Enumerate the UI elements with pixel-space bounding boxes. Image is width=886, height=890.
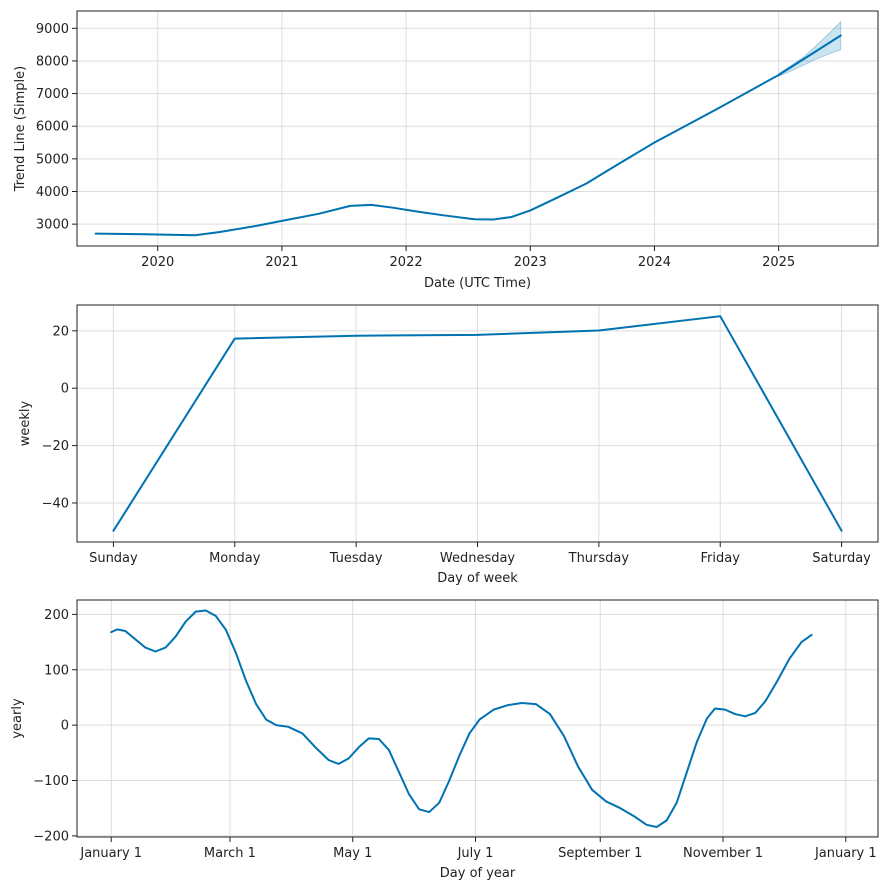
y-tick-label: −20	[42, 439, 69, 454]
y-tick-label: 200	[44, 608, 69, 623]
x-tick-label: 2022	[390, 255, 423, 270]
y-tick-label: −200	[33, 829, 69, 844]
y-axis-label: weekly	[18, 400, 33, 446]
x-tick-label: May 1	[333, 846, 372, 861]
x-tick-label: Wednesday	[440, 551, 516, 566]
y-tick-label: 7000	[36, 87, 69, 102]
x-tick-label: 2024	[638, 255, 671, 270]
x-tick-label: Thursday	[568, 551, 630, 566]
y-tick-label: 6000	[36, 120, 69, 135]
x-axis-label: Day of week	[437, 571, 518, 586]
y-tick-label: 100	[44, 663, 69, 678]
y-axis-label: yearly	[10, 698, 25, 739]
x-tick-label: 2021	[265, 255, 298, 270]
plot-frame	[76, 10, 879, 247]
x-tick-label: November 1	[683, 846, 763, 861]
x-tick-label: 2020	[141, 255, 174, 270]
series-line	[94, 34, 842, 237]
plot-frame	[76, 599, 879, 838]
series-line	[110, 609, 813, 829]
y-axis-label: Trend Line (Simple)	[13, 66, 28, 192]
y-tick-label: 8000	[36, 54, 69, 69]
x-axis-label: Date (UTC Time)	[424, 276, 531, 291]
y-tick-label: −40	[42, 496, 69, 511]
y-tick-label: 3000	[36, 218, 69, 233]
x-tick-label: Friday	[701, 551, 741, 566]
x-tick-label: Monday	[209, 551, 261, 566]
x-tick-label: 2023	[514, 255, 547, 270]
chart-panel-3: January 1 March 1 May 1 July 1 September 1 No…	[10, 599, 879, 881]
x-tick-label: September 1	[558, 846, 642, 861]
y-tick-label: 0	[61, 382, 69, 397]
x-tick-label: Saturday	[812, 551, 871, 566]
y-tick-label: 20	[52, 324, 69, 339]
y-tick-label: 5000	[36, 152, 69, 167]
x-axis-label: Day of year	[440, 866, 516, 881]
x-tick-label: 2025	[762, 255, 795, 270]
x-tick-label: July 1	[457, 846, 494, 861]
x-tick-label: Sunday	[89, 551, 138, 566]
x-tick-label: January 1	[814, 846, 877, 861]
y-tick-label: −100	[33, 774, 69, 789]
chart-panel-1: 2020 2021 2022 2023 2024 2025 3000 4000 5000 6000…	[13, 10, 879, 291]
x-tick-label: Tuesday	[329, 551, 383, 566]
y-tick-label: 9000	[36, 22, 69, 37]
y-tick-label: 0	[61, 719, 69, 734]
x-tick-label: January 1	[79, 846, 142, 861]
y-tick-label: 4000	[36, 185, 69, 200]
chart-panel-2: Sunday Monday Tuesday Wednesday Thursday Frid…	[18, 304, 879, 586]
series-line	[112, 315, 843, 532]
x-tick-label: March 1	[204, 846, 256, 861]
